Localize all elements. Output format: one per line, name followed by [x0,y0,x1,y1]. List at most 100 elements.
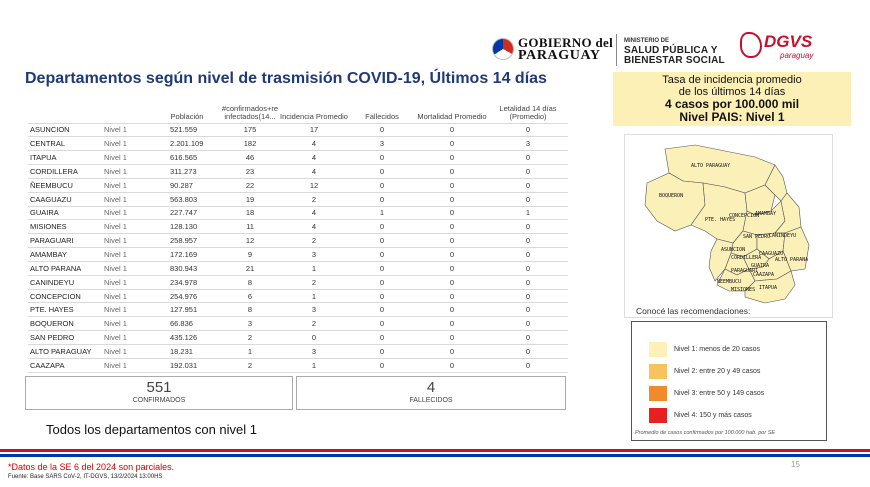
incidence-cell: 4 [280,136,348,151]
lethality-cell: 0 [488,150,568,165]
map-label-paraguari: PARAGUARI [731,268,758,274]
deaths-cell: 0 [348,191,416,207]
map-label-cordillera: CORDILLERA [731,255,761,261]
confirmed-cell: 2 [220,357,280,373]
table-row: CAAGUAZU Nivel 1 563.803 19 2 0 0 0 [28,191,568,207]
table-row: CENTRAL Nivel 1 2.201.109 182 4 3 0 3 [28,136,568,151]
confirmed-cell: 182 [220,136,280,151]
population-cell: 192.031 [154,357,220,373]
mortality-cell: 0 [416,357,488,373]
table-row: ITAPUA Nivel 1 616.565 46 4 0 0 0 [28,150,568,165]
incidence-cell: 3 [280,344,348,359]
legend-label-level3: Nivel 3: entre 50 y 149 casos [674,390,765,397]
department-cell: ASUNCION [28,122,104,137]
mortality-cell: 0 [416,191,488,207]
incidence-line2: de los últimos 14 días [678,86,786,98]
deaths-cell: 0 [348,233,416,248]
deaths-total-box: 4 FALLECIDOS [296,376,566,410]
map-label-itapua: ITAPUA [759,285,777,291]
department-cell: ALTO PARAGUAY [28,344,104,359]
population-cell: 18.231 [154,344,220,359]
population-cell: 830.943 [154,260,220,276]
legend-box: Nivel 1: menos de 20 casos Nivel 2: entr… [631,321,827,441]
gov-line2: PARAGUAY [518,48,601,63]
mortality-cell: 0 [416,150,488,165]
deaths-cell: 0 [348,164,416,179]
dgvs-mark-icon [740,32,762,58]
flag-stripe-red [0,449,870,452]
department-cell: ITAPUA [28,150,104,165]
confirmed-label: CONFIRMADOS [132,397,186,404]
map-label-caazapa: CAAZAPA [753,272,774,278]
deaths-cell: 0 [348,274,416,290]
mortality-cell: 0 [416,247,488,262]
header-deaths: Fallecidos [365,111,399,121]
mortality-cell: 0 [416,260,488,276]
level-cell: Nivel 1 [104,288,154,303]
paraguay-map: ALTO PARAGUAY BOQUERON PTE. HAYES CONCEP… [624,134,833,318]
deaths-cell: 0 [348,288,416,303]
confirmed-cell: 9 [220,247,280,262]
table-row: CANINDEYU Nivel 1 234.978 8 2 0 0 0 [28,274,568,290]
all-departments-note: Todos los departamentos con nivel 1 [46,422,258,437]
department-cell: GUAIRA [28,205,104,220]
confirmed-cell: 21 [220,260,280,276]
population-cell: 2.201.109 [154,136,220,151]
incidence-cell: 2 [280,274,348,290]
map-label-guaira: GUAIRA [751,263,769,269]
recommendations-title: Conocé las recomendaciones: [636,306,751,316]
incidence-cell: 4 [280,164,348,179]
map-label-asuncion: ASUNCION [721,247,745,253]
lethality-cell: 0 [488,330,568,345]
confirmed-cell: 12 [220,233,280,248]
population-cell: 90.287 [154,177,220,193]
map-label-caaguazu: CAAGUAZU [759,251,783,257]
lethality-cell: 0 [488,260,568,276]
lethality-cell: 0 [488,164,568,179]
level-cell: Nivel 1 [104,344,154,359]
level-cell: Nivel 1 [104,219,154,234]
confirmed-cell: 1 [220,344,280,359]
header-confirmed: #confirmados+re infectados(14... [221,103,279,121]
deaths-cell: 0 [348,357,416,373]
partial-data-footnote: *Datos de la SE 6 del 2024 son parciales… [8,462,175,472]
confirmed-cell: 8 [220,302,280,317]
level-cell: Nivel 1 [104,316,154,331]
department-cell: PARAGUARI [28,233,104,248]
ministry-line1: MINISTERIO DE [624,38,670,44]
legend-item-level3: Nivel 3: entre 50 y 149 casos [649,386,764,401]
confirmed-cell: 18 [220,205,280,220]
map-label-boqueron: BOQUERON [659,193,683,199]
dgvs-text: DGVS [764,32,813,51]
incidence-cell: 3 [280,247,348,262]
incidence-cell: 0 [280,330,348,345]
table-row: SAN PEDRO Nivel 1 435.126 2 0 0 0 0 [28,330,568,345]
department-cell: CAAGUAZU [28,191,104,207]
map-label-san-pedro: SAN PEDRO [743,234,770,240]
population-cell: 127.951 [154,302,220,317]
legend-swatch-level2 [649,364,667,379]
legend-item-level1: Nivel 1: menos de 20 casos [649,342,760,357]
incidence-cell: 2 [280,233,348,248]
incidence-line1: Tasa de incidencia promedio [662,74,802,86]
department-cell: PTE. HAYES [28,302,104,317]
dgvs-subtext: paraguay [780,51,814,60]
level-cell: Nivel 1 [104,274,154,290]
level-cell: Nivel 1 [104,302,154,317]
deaths-cell: 0 [348,150,416,165]
deaths-cell: 3 [348,136,416,151]
table-row: MISIONES Nivel 1 128.130 11 4 0 0 0 [28,219,568,234]
lethality-cell: 0 [488,122,568,137]
confirmed-cell: 8 [220,274,280,290]
mortality-cell: 0 [416,302,488,317]
level-cell: Nivel 1 [104,357,154,373]
legend-item-level4: Nivel 4: 150 y más casos [649,408,752,423]
header-department [28,99,104,123]
flag-stripe-white [0,452,870,454]
mortality-cell: 0 [416,136,488,151]
lethality-cell: 0 [488,288,568,303]
population-cell: 66.836 [154,316,220,331]
incidence-cell: 4 [280,219,348,234]
header-mortality: Mortalidad Promedio [417,111,487,121]
level-cell: Nivel 1 [104,205,154,220]
